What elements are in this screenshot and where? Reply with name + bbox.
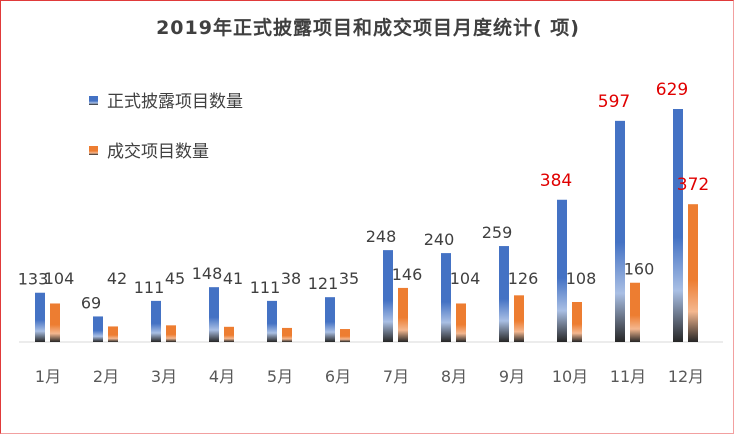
data-label-disclosed-9: 259 [482, 223, 513, 242]
data-label-transacted-5: 38 [281, 269, 301, 288]
legend-label-disclosed: 正式披露项目数量 [107, 92, 243, 112]
data-label-disclosed-4: 148 [192, 264, 223, 283]
data-label-disclosed-2: 69 [81, 293, 101, 312]
data-label-disclosed-7: 248 [366, 227, 397, 246]
bar-disclosed-10 [557, 199, 567, 342]
bar-disclosed-9 [499, 246, 509, 342]
legend-swatch-transacted [89, 146, 98, 155]
x-tick-label-12: 12月 [668, 367, 704, 386]
data-label-transacted-2: 42 [107, 269, 127, 288]
bar-transacted-7 [398, 287, 408, 342]
bar-disclosed-1 [35, 292, 45, 342]
bar-transacted-1 [50, 303, 60, 342]
legend-swatch-disclosed [89, 96, 98, 105]
bar-disclosed-4 [209, 287, 219, 342]
data-label-disclosed-6: 121 [308, 274, 339, 293]
chart-title: 2019年正式披露项目和成交项目月度统计( 项) [156, 16, 580, 39]
x-tick-labels: 1月 2月 3月 4月 5月 6月 7月 8月 9月 10月 11月 12月 [35, 367, 704, 386]
data-label-transacted-12: 372 [677, 175, 709, 195]
data-label-transacted-6: 35 [339, 269, 359, 288]
bar-disclosed-5 [267, 300, 277, 342]
data-label-disclosed-3: 111 [134, 278, 165, 297]
data-label-disclosed-1: 133 [18, 270, 49, 289]
data-label-transacted-7: 146 [392, 265, 423, 284]
bar-transacted-9 [514, 295, 524, 342]
data-label-disclosed-12: 629 [656, 80, 688, 100]
bar-transacted-8 [456, 303, 466, 342]
x-tick-label-5: 5月 [267, 367, 293, 386]
bar-disclosed-2 [93, 316, 103, 342]
bar-transacted-12 [688, 204, 698, 342]
data-label-transacted-1: 104 [44, 269, 75, 288]
bar-transacted-3 [166, 325, 176, 342]
data-label-transacted-3: 45 [165, 269, 185, 288]
chart-legend: 正式披露项目数量 成交项目数量 [89, 92, 243, 162]
bar-disclosed-11 [615, 120, 625, 343]
bar-disclosed-7 [383, 250, 393, 342]
data-label-disclosed-5: 111 [250, 278, 281, 297]
data-label-disclosed-10: 384 [540, 171, 572, 191]
x-tick-label-8: 8月 [441, 367, 467, 386]
x-tick-label-10: 10月 [552, 367, 588, 386]
bar-disclosed-8 [441, 253, 451, 342]
data-label-transacted-4: 41 [223, 269, 243, 288]
x-tick-label-9: 9月 [499, 367, 525, 386]
data-label-disclosed-8: 240 [424, 230, 455, 249]
bar-transacted-6 [340, 329, 350, 342]
x-tick-label-7: 7月 [383, 367, 409, 386]
data-label-transacted-9: 126 [508, 269, 539, 288]
data-label-transacted-8: 104 [450, 269, 481, 288]
bar-disclosed-12 [673, 109, 683, 342]
x-tick-label-6: 6月 [325, 367, 351, 386]
x-tick-label-3: 3月 [151, 367, 177, 386]
x-tick-label-11: 11月 [610, 367, 646, 386]
data-label-transacted-11: 160 [624, 260, 655, 279]
bar-transacted-4 [224, 326, 234, 342]
bar-disclosed-6 [325, 297, 335, 342]
bar-transacted-2 [108, 326, 118, 342]
x-tick-label-1: 1月 [35, 367, 61, 386]
bar-transacted-11 [630, 282, 640, 342]
bar-disclosed-3 [151, 300, 161, 342]
bar-transacted-5 [282, 327, 292, 342]
bar-transacted-10 [572, 301, 582, 342]
data-label-disclosed-11: 597 [598, 92, 630, 112]
x-tick-label-2: 2月 [93, 367, 119, 386]
legend-label-transacted: 成交项目数量 [107, 142, 209, 162]
bars-layer [35, 109, 698, 343]
data-label-transacted-10: 108 [566, 269, 597, 288]
x-tick-label-4: 4月 [209, 367, 235, 386]
